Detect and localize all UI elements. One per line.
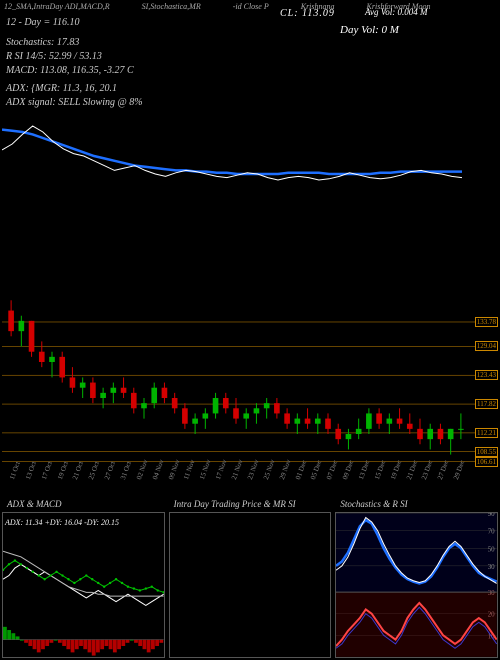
avg-vol-label: Avg Vol: 0.004 M <box>365 6 428 20</box>
price-level-label: 108.55 <box>475 447 498 457</box>
price-level-label: 133.78 <box>475 317 498 327</box>
adx-line: ADX: {MGR: 11.3, 16, 20.1 <box>6 82 143 96</box>
price-level-label: 106.61 <box>475 457 498 467</box>
price-level-label: 129.04 <box>475 341 498 351</box>
svg-text:30: 30 <box>488 589 495 597</box>
svg-text:ADX: 11.34 +DY: 16.04 -DY:: ADX: 11.34 +DY: 16.04 -DY: 20.15 <box>4 518 119 527</box>
svg-text:90: 90 <box>488 513 495 518</box>
sub1-title: ADX & MACD <box>7 499 62 509</box>
day-vol-label: Day Vol: 0 M <box>340 22 399 39</box>
intraday-panel: Intra Day Trading Price & MR SI <box>169 512 332 658</box>
sub3-title: Stochastics & R SI <box>340 499 407 509</box>
stoch-line: Stochastics: 17.83 <box>6 36 143 50</box>
stochastics-panel: Stochastics & R SI 30507090102030 <box>335 512 498 658</box>
svg-text:50: 50 <box>488 545 495 553</box>
svg-text:70: 70 <box>488 528 495 536</box>
rsi-line: R SI 14/5: 52.99 / 53.13 <box>6 50 143 64</box>
price-level-label: 112.21 <box>475 428 498 438</box>
sub2-title: Intra Day Trading Price & MR SI <box>174 499 296 509</box>
sub-panels-row: ADX & MACD ADX: 11.34 +DY: 16.04 -DY: 20… <box>0 510 500 660</box>
svg-text:30: 30 <box>488 563 495 571</box>
candlestick-panel <box>2 290 498 470</box>
close-label: CL: 113.09 <box>280 6 335 21</box>
price-level-label: 117.82 <box>475 399 498 409</box>
price-level-label: 123.43 <box>475 370 498 380</box>
indicator-summary: 12 - Day = 116.10 Stochastics: 17.83 R S… <box>6 16 143 110</box>
adx-signal-line: ADX signal: SELL Slowing @ 8% <box>6 96 143 110</box>
adx-macd-panel: ADX & MACD ADX: 11.34 +DY: 16.04 -DY: 20… <box>2 512 165 658</box>
svg-text:20: 20 <box>488 611 495 619</box>
period-line: 12 - Day = 116.10 <box>6 16 143 30</box>
macd-line: MACD: 113.08, 116.35, -3.27 C <box>6 64 143 78</box>
price-summary: CL: 113.09 Avg Vol: 0.004 M Day Vol: 0 M <box>280 6 335 21</box>
moving-average-panel <box>2 120 462 240</box>
